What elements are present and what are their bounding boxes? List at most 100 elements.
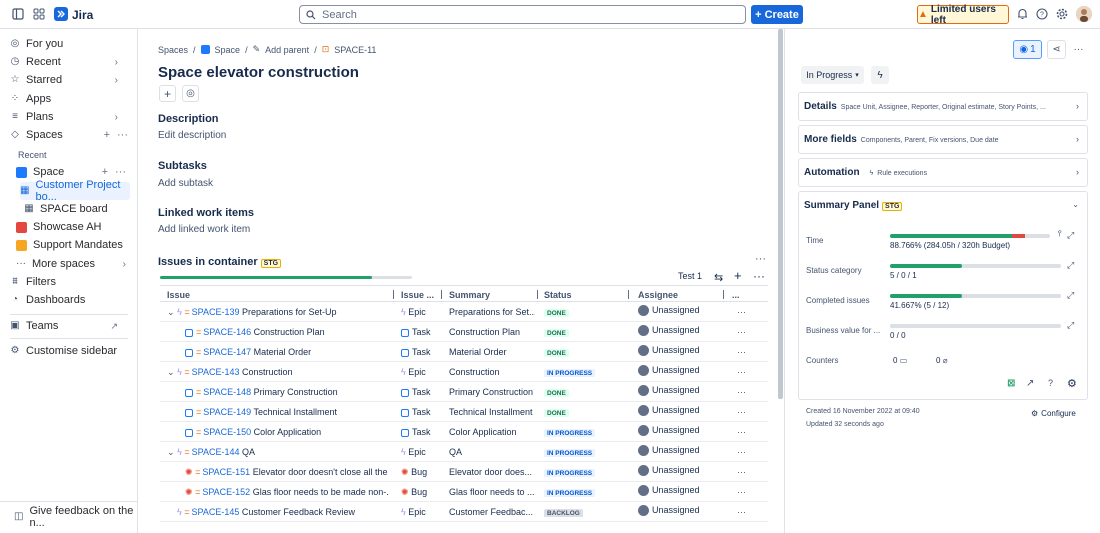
sidebar-item-filters[interactable]: ⩩ Filters xyxy=(10,273,130,291)
assignee-cell[interactable]: Unassigned xyxy=(638,365,700,377)
page-title[interactable]: Space elevator construction xyxy=(158,64,359,81)
col-assignee[interactable]: Assignee xyxy=(638,290,679,300)
table-row[interactable]: ✺ = SPACE-151 Elevator door doesn't close… xyxy=(160,462,768,482)
issue-key-link[interactable]: SPACE-143 xyxy=(191,367,240,377)
status-cell[interactable]: IN PROGRESS xyxy=(544,427,596,437)
sidebar-item-for-you[interactable]: ◎ For you xyxy=(10,35,130,53)
jira-logo-icon[interactable] xyxy=(54,7,68,21)
col-more[interactable]: ... xyxy=(732,290,740,300)
search-input[interactable]: Search xyxy=(299,5,746,24)
breadcrumb-add-parent[interactable]: Add parent xyxy=(265,44,310,55)
watch-button[interactable]: ◉ 1 xyxy=(1013,40,1042,59)
col-status[interactable]: Status xyxy=(544,290,572,300)
open-external-icon[interactable]: ↗ xyxy=(1026,378,1035,389)
sidebar-item-apps[interactable]: ⁘ Apps xyxy=(10,90,130,108)
status-cell[interactable]: BACKLOG xyxy=(544,507,583,517)
more-actions-button[interactable]: ··· xyxy=(1069,40,1088,59)
test-filter-label[interactable]: Test 1 xyxy=(678,271,703,281)
app-switcher-icon[interactable] xyxy=(32,7,46,21)
row-more-icon[interactable]: ··· xyxy=(737,307,746,317)
issue-summary[interactable]: Construction xyxy=(241,367,293,377)
status-cell[interactable]: DONE xyxy=(544,387,569,397)
row-more-icon[interactable]: ··· xyxy=(737,387,746,397)
row-more-icon[interactable]: ··· xyxy=(737,347,746,357)
breadcrumb-space[interactable]: Space xyxy=(214,44,241,55)
issue-summary[interactable]: Technical Installment xyxy=(253,407,338,417)
issue-key-link[interactable]: SPACE-152 xyxy=(202,487,251,497)
add-subtask-field[interactable]: Add subtask xyxy=(158,178,214,189)
status-cell[interactable]: DONE xyxy=(544,327,569,337)
more-options-icon[interactable]: ··· xyxy=(755,253,766,265)
issue-summary[interactable]: Material Order xyxy=(253,347,312,357)
status-cell[interactable]: IN PROGRESS xyxy=(544,467,596,477)
status-cell[interactable]: DONE xyxy=(544,407,569,417)
expand-icon[interactable]: ⤢ xyxy=(1067,320,1075,330)
issue-summary[interactable]: Customer Feedback Review xyxy=(241,507,355,517)
sidebar-item-spaces[interactable]: ◇ Spaces + ··· xyxy=(10,126,130,144)
table-row[interactable]: = SPACE-148 Primary Construction Task Prima… xyxy=(160,382,768,402)
main-scrollbar[interactable] xyxy=(778,29,783,399)
apps-button[interactable]: ◎ xyxy=(182,85,199,102)
row-more-icon[interactable]: ··· xyxy=(737,447,746,457)
chevron-down-icon[interactable]: ⌄ xyxy=(167,367,175,377)
expand-icon[interactable]: ⤢ xyxy=(1067,260,1075,270)
sidebar-item-more-spaces[interactable]: ··· More spaces › xyxy=(16,255,130,273)
more-options-icon[interactable]: ··· xyxy=(753,269,765,283)
add-button[interactable]: + xyxy=(159,85,176,102)
col-summary[interactable]: Summary xyxy=(449,290,491,300)
table-row[interactable]: = SPACE-147 Material Order Task Material Or… xyxy=(160,342,768,362)
assignee-cell[interactable]: Unassigned xyxy=(638,305,700,317)
col-resizer[interactable] xyxy=(393,290,394,299)
issue-key-link[interactable]: SPACE-139 xyxy=(191,307,240,317)
sidebar-item-support[interactable]: Support Mandates xyxy=(16,236,130,254)
more-options-icon[interactable]: ··· xyxy=(115,166,126,178)
table-row[interactable]: = SPACE-146 Construction Plan Task Construc… xyxy=(160,322,768,342)
help-icon[interactable]: ? xyxy=(1048,378,1054,388)
row-more-icon[interactable]: ··· xyxy=(737,367,746,377)
sidebar-item-customise[interactable]: ⚙ Customise sidebar xyxy=(10,342,130,360)
table-row[interactable]: ⌄ ϟ = SPACE-139 Preparations for Set-Up ϟ … xyxy=(160,302,768,322)
notifications-icon[interactable] xyxy=(1015,7,1029,21)
assignee-cell[interactable]: Unassigned xyxy=(638,425,700,437)
status-cell[interactable]: DONE xyxy=(544,307,569,317)
status-dropdown[interactable]: In Progress ▾ xyxy=(801,66,864,84)
issue-summary[interactable]: QA xyxy=(241,447,255,457)
settings-gear-icon[interactable]: ⚙ xyxy=(1067,378,1077,390)
add-icon[interactable]: + xyxy=(101,166,108,178)
row-more-icon[interactable]: ··· xyxy=(737,327,746,337)
sidebar-item-showcase[interactable]: Showcase AH xyxy=(16,218,130,236)
create-button[interactable]: + Create xyxy=(751,5,803,24)
more-fields-card[interactable]: More fields Components, Parent, Fix versi… xyxy=(798,125,1088,154)
assignee-cell[interactable]: Unassigned xyxy=(638,345,700,357)
assignee-cell[interactable]: Unassigned xyxy=(638,405,700,417)
description-field[interactable]: Edit description xyxy=(158,130,227,141)
app-name[interactable]: Jira xyxy=(72,8,94,22)
assignee-cell[interactable]: Unassigned xyxy=(638,325,700,337)
table-row[interactable]: ⌄ ϟ = SPACE-143 Construction ϟ Epic Constru… xyxy=(160,362,768,382)
chevron-down-icon[interactable]: ⌄ xyxy=(167,307,175,317)
row-more-icon[interactable]: ··· xyxy=(737,507,746,517)
breadcrumb-issue-key[interactable]: SPACE-11 xyxy=(334,44,377,55)
details-card[interactable]: Details Space Unit, Assignee, Reporter, O… xyxy=(798,92,1088,121)
configure-button[interactable]: ⚙ Configure xyxy=(1031,409,1076,418)
sidebar-item-space[interactable]: Space + ··· xyxy=(16,163,130,181)
issue-summary[interactable]: Color Application xyxy=(253,427,322,437)
table-row[interactable]: ✺ = SPACE-152 Glas floor needs to be made… xyxy=(160,482,768,502)
col-resizer[interactable] xyxy=(723,290,724,299)
assignee-cell[interactable]: Unassigned xyxy=(638,385,700,397)
assignee-cell[interactable]: Unassigned xyxy=(638,505,700,517)
status-cell[interactable]: DONE xyxy=(544,347,569,357)
give-feedback-button[interactable]: ◫ Give feedback on the n... xyxy=(14,505,134,529)
summary-panel-title[interactable]: Summary Panel STG xyxy=(804,200,903,211)
issue-summary[interactable]: Elevator door doesn't close all the... xyxy=(252,467,388,477)
share-button[interactable]: ⋖ xyxy=(1047,40,1066,59)
row-more-icon[interactable]: ··· xyxy=(737,467,746,477)
sidebar-item-space-board[interactable]: ▦ SPACE board xyxy=(24,200,130,218)
sidebar-item-customer-board[interactable]: ▦ Customer Project bo... xyxy=(20,179,130,203)
row-more-icon[interactable]: ··· xyxy=(737,487,746,497)
table-row[interactable]: = SPACE-149 Technical Installment Task Tech… xyxy=(160,402,768,422)
table-row[interactable]: ϟ = SPACE-145 Customer Feedback Review ϟ E… xyxy=(160,502,768,522)
add-linked-field[interactable]: Add linked work item xyxy=(158,224,251,235)
table-row[interactable]: = SPACE-150 Color Application Task Color Ap… xyxy=(160,422,768,442)
automation-card[interactable]: Automation ϟ Rule executions › xyxy=(798,158,1088,187)
